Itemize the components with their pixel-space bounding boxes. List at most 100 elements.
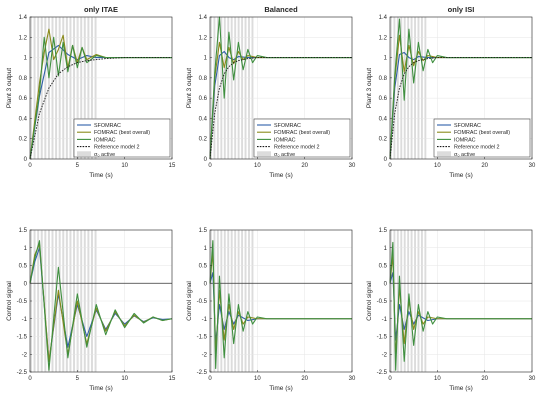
series-iomrac — [29, 36, 172, 160]
sigma-stripe — [80, 17, 83, 159]
axes-frame — [209, 16, 353, 160]
x-tick-label: 30 — [529, 163, 536, 169]
y-tick-label: 1.2 — [199, 35, 208, 41]
sigma-stripe — [417, 17, 420, 159]
y-tick-label: -0.5 — [377, 299, 388, 305]
legend-label: Reference model 2 — [274, 145, 320, 151]
sigma-stripe — [65, 17, 68, 159]
x-tick-label: 10 — [121, 163, 128, 169]
sigma-stripe — [44, 17, 47, 159]
chart-title: only ITAE — [84, 5, 118, 14]
sigma-stripe — [420, 17, 423, 159]
x-tick-label: 30 — [349, 163, 356, 169]
y-axis-label: Plant 3 output — [366, 68, 373, 108]
legend-label: σ₀ active — [94, 152, 115, 158]
sigma-stripe — [51, 17, 54, 159]
series-iomrac — [389, 241, 532, 371]
y-tick-label: 1.5 — [19, 228, 28, 234]
sigma-stripe — [55, 17, 58, 159]
x-tick-label: 10 — [434, 163, 441, 169]
legend-label: FOMRAC (best overall) — [454, 130, 510, 136]
legend-label: σ₀ active — [274, 152, 295, 158]
x-tick-label: 20 — [301, 163, 308, 169]
sigma-stripe — [414, 17, 416, 159]
x-tick-label: 15 — [169, 376, 176, 382]
y-tick-label: 0 — [384, 281, 388, 287]
y-tick-label: 0.2 — [199, 137, 208, 143]
y-tick-label: -2 — [22, 352, 28, 358]
x-tick-label: 10 — [254, 376, 261, 382]
x-axis-label: Time (s) — [89, 385, 113, 392]
y-tick-label: -2.5 — [377, 370, 388, 376]
series-fomrac — [209, 41, 352, 160]
y-tick-label: 0 — [24, 281, 28, 287]
x-axis-label: Time (s) — [449, 172, 473, 179]
x-tick-label: 5 — [76, 163, 80, 169]
y-tick-label: 0 — [204, 281, 208, 287]
chart-title: Balanced — [264, 5, 298, 14]
sigma-stripe — [62, 17, 65, 159]
y-tick-label: 1.5 — [199, 228, 208, 234]
x-tick-label: 15 — [169, 163, 176, 169]
legend-label: Reference model 2 — [94, 145, 140, 151]
sigma-stripe — [410, 17, 413, 159]
series-reference — [209, 57, 352, 160]
y-tick-label: 1 — [384, 246, 388, 252]
x-tick-label: 5 — [76, 376, 80, 382]
y-tick-label: -2 — [202, 352, 208, 358]
chart-title: only ISI — [448, 5, 475, 14]
legend-label: SFOMRAC — [94, 123, 121, 129]
sigma-stripe — [83, 17, 86, 159]
sigma-stripe — [37, 17, 40, 159]
sigma-stripe — [244, 17, 247, 159]
y-tick-label: 0.8 — [19, 76, 28, 82]
sigma-stripe — [227, 17, 230, 159]
y-tick-label: 1 — [204, 246, 208, 252]
y-axis-label: Plant 3 output — [186, 68, 193, 108]
series-fomrac — [389, 34, 532, 160]
y-tick-label: 0.5 — [379, 264, 388, 270]
x-tick-label: 30 — [529, 376, 536, 382]
sigma-stripe — [407, 17, 410, 159]
y-tick-label: 0 — [204, 157, 208, 163]
sigma-stripe — [424, 17, 427, 159]
y-tick-label: -2 — [382, 352, 388, 358]
legend-label: SFOMRAC — [274, 123, 301, 129]
x-axis-label: Time (s) — [269, 172, 293, 179]
series-reference — [389, 57, 532, 160]
y-tick-label: -2.5 — [197, 370, 208, 376]
sigma-stripe — [251, 17, 254, 159]
y-tick-label: 0 — [24, 157, 28, 163]
panel-1: 0 5 10 15 0 0.2 0.4 0.6 0.8 1 1.2 1.4 Time (s) Plant … — [6, 5, 176, 179]
y-tick-label: 1.4 — [199, 15, 208, 21]
legend-label: IOMRAC — [274, 137, 296, 143]
x-tick-label: 0 — [388, 163, 392, 169]
y-tick-label: -1.5 — [377, 335, 388, 341]
legend-label: IOMRAC — [94, 137, 116, 143]
legend-label: IOMRAC — [454, 137, 476, 143]
legend-label: Reference model 2 — [454, 145, 500, 151]
y-tick-label: 1 — [204, 56, 208, 62]
y-tick-label: 0.8 — [379, 76, 388, 82]
sigma-stripe — [400, 17, 403, 159]
axes-frame — [389, 16, 533, 160]
sigma-stripe — [58, 17, 61, 159]
y-axis-label: Control signal — [6, 281, 13, 321]
sigma-stripe — [396, 17, 399, 159]
sigma-stripe — [216, 17, 219, 159]
x-axis-label: Time (s) — [449, 385, 473, 392]
sigma-stripe — [76, 17, 79, 159]
sigma-stripe — [33, 17, 36, 159]
x-tick-label: 10 — [434, 376, 441, 382]
legend-label: σ₀ active — [454, 152, 475, 158]
series-reference — [29, 57, 172, 160]
panel-5: 0 10 20 30 -2.5 -2 -1.5 -1 -0.5 0 0.5 1 1.5 Time (s) C… — [186, 228, 356, 392]
sigma-stripe — [241, 17, 244, 159]
y-tick-label: -1.5 — [17, 335, 28, 341]
y-tick-label: -0.5 — [17, 299, 28, 305]
y-tick-label: 1 — [24, 246, 28, 252]
y-tick-label: 0.4 — [379, 116, 388, 122]
